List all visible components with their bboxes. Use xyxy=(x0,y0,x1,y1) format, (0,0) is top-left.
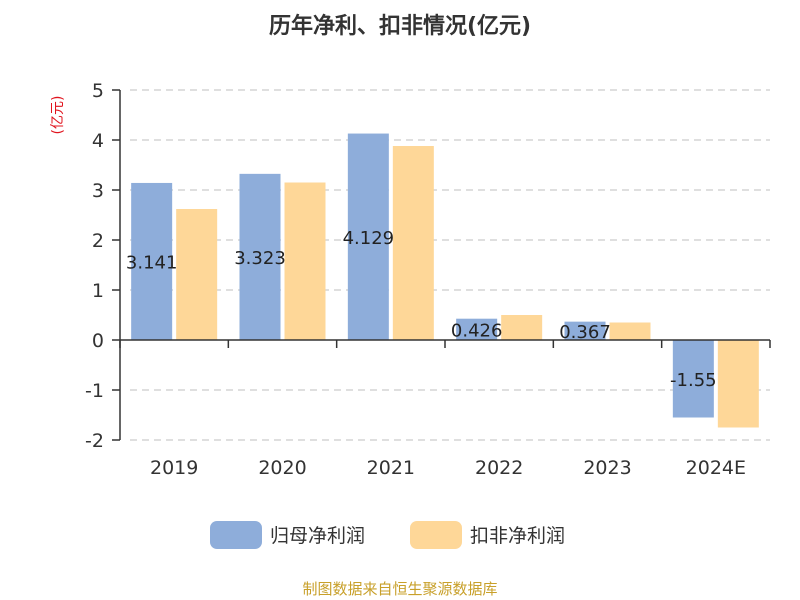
bar-series1 xyxy=(131,182,173,340)
y-tick-label: 5 xyxy=(92,80,104,102)
data-label: 4.129 xyxy=(343,228,395,249)
bar-series2 xyxy=(501,315,543,340)
bar-series1 xyxy=(672,340,714,418)
chart-title: 历年净利、扣非情况(亿元) xyxy=(269,13,531,39)
bar-series1 xyxy=(456,318,498,340)
bar-series2 xyxy=(717,340,759,428)
data-label: 3.323 xyxy=(234,248,286,269)
legend-swatch xyxy=(410,521,462,549)
legend-label: 扣非净利润 xyxy=(470,525,565,547)
data-source-note: 制图数据来自恒生聚源数据库 xyxy=(302,580,497,598)
data-label: 3.141 xyxy=(126,252,178,273)
bar-series2 xyxy=(176,209,218,340)
x-tick-label: 2024E xyxy=(686,457,746,479)
y-tick-label: 4 xyxy=(92,130,104,152)
bar-series2 xyxy=(392,146,434,340)
bar-series1 xyxy=(239,173,281,340)
y-tick-label: -1 xyxy=(85,380,104,402)
bar-series1 xyxy=(564,321,606,340)
data-labels: 3.141 3.323 4.129 0.426 0.367 -1.55 xyxy=(126,228,717,391)
bar-series2 xyxy=(609,322,651,340)
y-tick-label: 3 xyxy=(92,180,104,202)
legend-swatch xyxy=(210,521,262,549)
y-tick-label: 0 xyxy=(92,330,104,352)
data-label: -1.55 xyxy=(670,370,717,391)
data-label: 0.367 xyxy=(559,322,611,343)
x-tick-label: 2020 xyxy=(258,457,306,479)
bar-series1 xyxy=(347,133,389,340)
x-tick-label: 2023 xyxy=(583,457,631,479)
legend: 归母净利润 扣非净利润 xyxy=(210,521,565,549)
x-tick-label: 2022 xyxy=(475,457,523,479)
legend-label: 归母净利润 xyxy=(270,525,365,547)
gridlines xyxy=(130,89,770,441)
y-tick-label: 2 xyxy=(92,230,104,252)
data-label: 0.426 xyxy=(451,320,503,341)
y-axis-unit-label: (亿元) xyxy=(50,96,66,135)
x-tick-label: 2019 xyxy=(150,457,198,479)
x-tick-label: 2021 xyxy=(367,457,415,479)
axes: 5 4 3 2 1 0 -1 -2 2019 2020 2021 2022 2023 2024E xyxy=(85,80,771,479)
y-tick-label: 1 xyxy=(92,280,104,302)
bars xyxy=(131,133,759,428)
bar-series2 xyxy=(284,182,326,340)
y-tick-label: -2 xyxy=(85,430,104,452)
